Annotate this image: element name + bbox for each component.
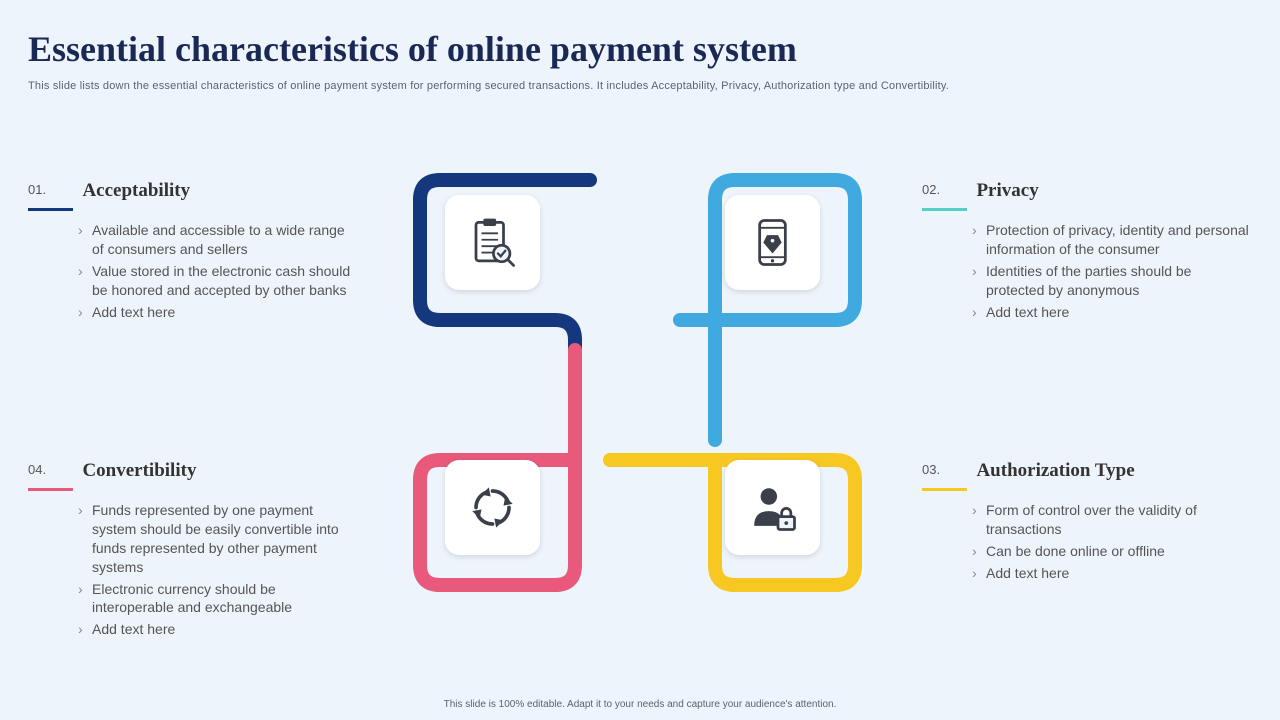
bullet-list: Funds represented by one payment system … bbox=[78, 501, 358, 639]
center-infographic bbox=[405, 160, 875, 630]
bullet-item: Add text here bbox=[972, 564, 1252, 583]
section-heading: Convertibility bbox=[82, 460, 196, 482]
bullet-item: Protection of privacy, identity and pers… bbox=[972, 221, 1252, 259]
bullet-item: Add text here bbox=[78, 303, 358, 322]
underline bbox=[28, 208, 73, 211]
section-number: 03. bbox=[922, 460, 972, 477]
section-number: 01. bbox=[28, 180, 78, 197]
underline bbox=[922, 208, 967, 211]
bullet-item: Add text here bbox=[78, 620, 358, 639]
footer-text: This slide is 100% editable. Adapt it to… bbox=[0, 699, 1280, 710]
bullet-list: Protection of privacy, identity and pers… bbox=[972, 221, 1252, 321]
underline bbox=[28, 488, 73, 491]
section-number: 04. bbox=[28, 460, 78, 477]
bullet-item: Electronic currency should be interopera… bbox=[78, 580, 358, 618]
bullet-list: Available and accessible to a wide range… bbox=[78, 221, 358, 321]
bullet-item: Can be done online or offline bbox=[972, 542, 1252, 561]
refresh-cycle-icon bbox=[465, 480, 520, 535]
section-heading: Authorization Type bbox=[976, 460, 1134, 482]
bullet-item: Value stored in the electronic cash shou… bbox=[78, 262, 358, 300]
bullet-item: Add text here bbox=[972, 303, 1252, 322]
icon-box-authorization bbox=[725, 460, 820, 555]
section-authorization: 03. Authorization Type Form of control o… bbox=[922, 460, 1252, 586]
bullet-item: Available and accessible to a wide range… bbox=[78, 221, 358, 259]
clipboard-search-icon bbox=[465, 215, 520, 270]
bullet-item: Form of control over the validity of tra… bbox=[972, 501, 1252, 539]
section-heading: Privacy bbox=[976, 180, 1038, 202]
underline bbox=[922, 488, 967, 491]
user-lock-icon bbox=[745, 480, 800, 535]
bullet-item: Identities of the parties should be prot… bbox=[972, 262, 1252, 300]
page-title: Essential characteristics of online paym… bbox=[0, 0, 1280, 70]
section-convertibility: 04. Convertibility Funds represented by … bbox=[28, 460, 358, 642]
section-number: 02. bbox=[922, 180, 972, 197]
icon-box-privacy bbox=[725, 195, 820, 290]
icon-box-convertibility bbox=[445, 460, 540, 555]
section-privacy: 02. Privacy Protection of privacy, ident… bbox=[922, 180, 1252, 324]
phone-tag-icon bbox=[745, 215, 800, 270]
page-subtitle: This slide lists down the essential char… bbox=[0, 70, 1280, 92]
bullet-item: Funds represented by one payment system … bbox=[78, 501, 358, 577]
section-acceptability: 01. Acceptability Available and accessib… bbox=[28, 180, 358, 324]
section-heading: Acceptability bbox=[82, 180, 190, 202]
bullet-list: Form of control over the validity of tra… bbox=[972, 501, 1252, 583]
icon-box-acceptability bbox=[445, 195, 540, 290]
